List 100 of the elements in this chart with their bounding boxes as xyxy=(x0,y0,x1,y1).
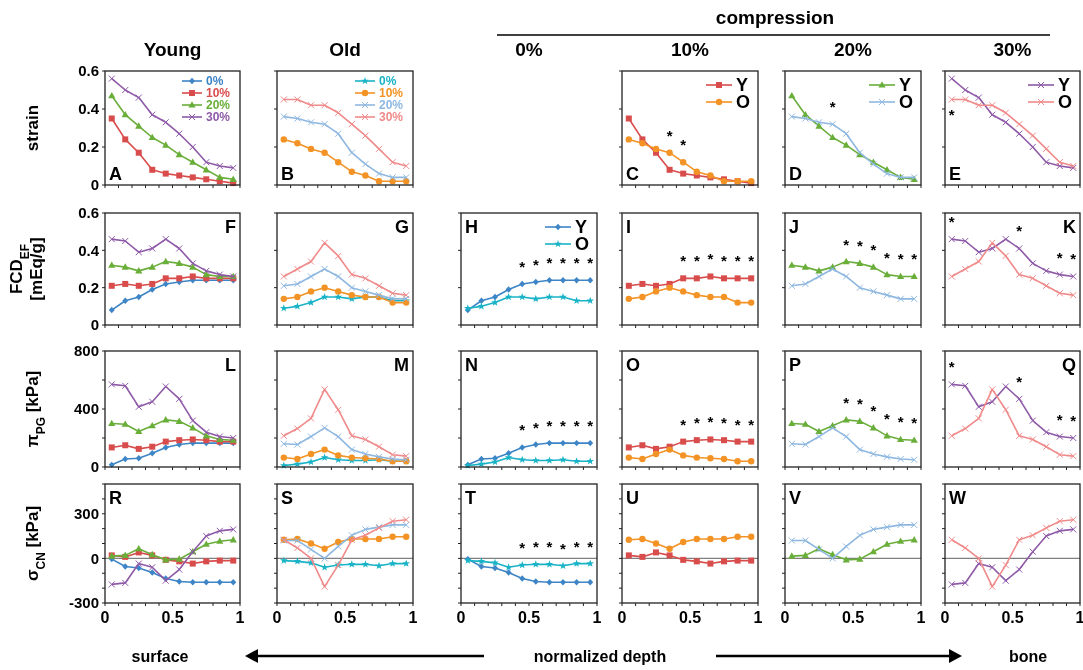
annotation: * xyxy=(721,252,728,270)
annotation: * xyxy=(573,254,580,272)
x-tick-label: 0.5 xyxy=(333,609,357,626)
annotation: * xyxy=(573,537,580,555)
y-tick-label: 0 xyxy=(90,458,99,476)
text: bone xyxy=(1008,648,1048,665)
x-tick-label: 0 xyxy=(272,609,282,626)
annotation: * xyxy=(587,254,594,272)
annotation: * xyxy=(870,241,877,259)
legend-label: 10% xyxy=(379,86,404,101)
annotation: * xyxy=(587,417,594,435)
x-tick-label: 1 xyxy=(235,609,245,626)
annotation: * xyxy=(911,414,918,432)
y-tick-label: 0.4 xyxy=(78,241,100,259)
annotation: * xyxy=(911,250,918,268)
x-tick-label: 1 xyxy=(408,609,418,626)
annotation: * xyxy=(843,393,850,411)
legend-label: 30% xyxy=(379,110,404,125)
annotation: * xyxy=(734,252,741,270)
annotation: * xyxy=(884,409,891,427)
chart-title: Old xyxy=(329,39,361,60)
y-tick-label: 0.6 xyxy=(78,204,99,222)
annotation: * xyxy=(721,414,728,432)
annotation: * xyxy=(680,136,687,154)
annotation: * xyxy=(707,250,714,268)
annotation: * xyxy=(519,539,526,557)
annotation: * xyxy=(693,252,700,270)
x-tick-label: 0.5 xyxy=(841,609,865,626)
x-tick-label: 0 xyxy=(940,609,950,626)
y-axis-title: strain xyxy=(23,104,42,152)
annotation: G xyxy=(394,217,409,237)
chart-title: 10% xyxy=(670,39,710,60)
legend-label: 0% xyxy=(206,74,224,89)
annotation: * xyxy=(870,401,877,419)
annotation: * xyxy=(546,254,553,272)
annotation: * xyxy=(948,213,955,231)
annotation: B xyxy=(281,164,294,184)
annotation: * xyxy=(1070,412,1077,429)
annotation: F xyxy=(225,217,236,237)
y-tick-label: -300 xyxy=(68,594,99,612)
annotation: O xyxy=(626,355,641,375)
annotation: * xyxy=(707,413,714,431)
annotation: * xyxy=(693,414,700,432)
legend-label: 30% xyxy=(206,110,231,125)
annotation: * xyxy=(532,418,539,436)
chart-title: 30% xyxy=(993,39,1032,60)
annotation: * xyxy=(587,537,594,555)
x-tick-label: 0.5 xyxy=(161,609,184,626)
annotation: * xyxy=(546,417,553,435)
annotation: E xyxy=(949,164,962,184)
x-tick-label: 1 xyxy=(753,609,763,626)
y-tick-label: 0 xyxy=(90,549,99,567)
annotation: R xyxy=(109,488,122,508)
annotation: * xyxy=(1070,250,1077,268)
y-tick-label: 0.2 xyxy=(78,278,99,296)
x-axis-title: normalized depth xyxy=(533,648,667,665)
annotation: * xyxy=(748,252,755,270)
annotation: L xyxy=(225,355,236,375)
annotation: K xyxy=(1063,217,1076,237)
annotation: W xyxy=(949,488,966,508)
annotation: * xyxy=(680,415,687,433)
annotation: * xyxy=(560,254,567,272)
annotation: * xyxy=(884,248,891,266)
annotation: * xyxy=(560,417,567,435)
annotation: * xyxy=(1016,222,1023,240)
annotation: * xyxy=(734,415,741,433)
y-tick-label: 0.6 xyxy=(78,62,99,80)
annotation: * xyxy=(748,415,755,433)
annotation: N xyxy=(465,355,478,375)
text: surface xyxy=(131,648,189,665)
y-tick-label: 0 xyxy=(90,176,99,194)
annotation: * xyxy=(519,257,526,275)
legend-label: 10% xyxy=(206,86,231,101)
annotation: * xyxy=(546,538,553,556)
chart-title: 0% xyxy=(515,39,543,60)
annotation: H xyxy=(465,217,478,237)
y-tick-label: 0 xyxy=(90,316,99,334)
annotation: I xyxy=(626,217,632,237)
x-tick-label: 0 xyxy=(617,609,627,626)
annotation: V xyxy=(789,488,802,508)
x-tick-label: 0.5 xyxy=(517,609,541,626)
annotation: J xyxy=(789,217,800,237)
x-tick-label: 1 xyxy=(916,609,926,626)
annotation: Q xyxy=(1061,355,1076,375)
annotation: * xyxy=(1056,248,1063,266)
y-tick-label: 0.4 xyxy=(78,100,100,118)
annotation: * xyxy=(948,358,955,376)
x-tick-label: 1 xyxy=(592,609,602,626)
annotation: * xyxy=(829,98,836,116)
legend-label: 20% xyxy=(379,98,404,113)
annotation: * xyxy=(843,235,850,253)
annotation: S xyxy=(281,488,294,508)
y-tick-label: 300 xyxy=(73,505,99,522)
annotation: P xyxy=(789,355,802,375)
annotation: C xyxy=(626,164,639,184)
annotation: A xyxy=(109,164,122,184)
annotation: * xyxy=(519,421,526,439)
annotation: * xyxy=(532,538,539,556)
y-tick-label: 800 xyxy=(73,342,99,360)
annotation: * xyxy=(1016,372,1023,390)
